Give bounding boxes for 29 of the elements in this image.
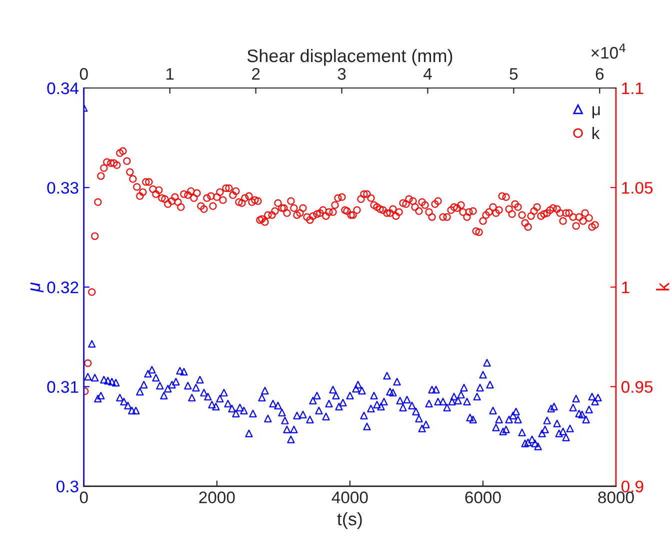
y-tick-label: 0.32 (47, 282, 78, 294)
x2-tick-label: 0 (80, 68, 88, 80)
y-tick-label: 0.31 (47, 381, 78, 393)
y2-tick-label: 1 (622, 282, 630, 294)
x-axis-title: t(s) (337, 512, 362, 529)
y-tick-label: 0.33 (47, 182, 78, 194)
x2-tick-label: 3 (338, 68, 346, 80)
y2-tick-label: 0.9 (621, 480, 644, 492)
x2-tick-label: 5 (510, 68, 518, 80)
y-tick-label: 0.34 (47, 82, 79, 94)
legend-label: k (592, 126, 600, 139)
x-tick-label: 2000 (199, 492, 235, 504)
x2-tick-label: 4 (423, 68, 432, 80)
legend-label: μ (592, 106, 600, 118)
x-tick-label: 4000 (332, 492, 368, 504)
x-tick-label: 6000 (465, 492, 501, 504)
text: ×10$^{4}$ (591, 44, 626, 59)
y2-tick-label: 0.95 (621, 381, 653, 393)
y2-tick-label: 1.1 (622, 82, 644, 94)
y2-axis-title: k (656, 282, 670, 290)
x2-tick-label: 6 (596, 68, 604, 80)
x-tick-label: 0 (80, 492, 88, 504)
x2-tick-label: 1 (166, 68, 174, 80)
x2-axis-title: Shear displacement (mm) (247, 48, 452, 66)
x-tick-label: 8000 (598, 492, 634, 504)
y-tick-label: 0.3 (56, 480, 78, 492)
y2-tick-label: 1.05 (622, 182, 653, 194)
x2-tick-label: 2 (252, 68, 260, 80)
y-axis-title: μ (30, 282, 44, 292)
